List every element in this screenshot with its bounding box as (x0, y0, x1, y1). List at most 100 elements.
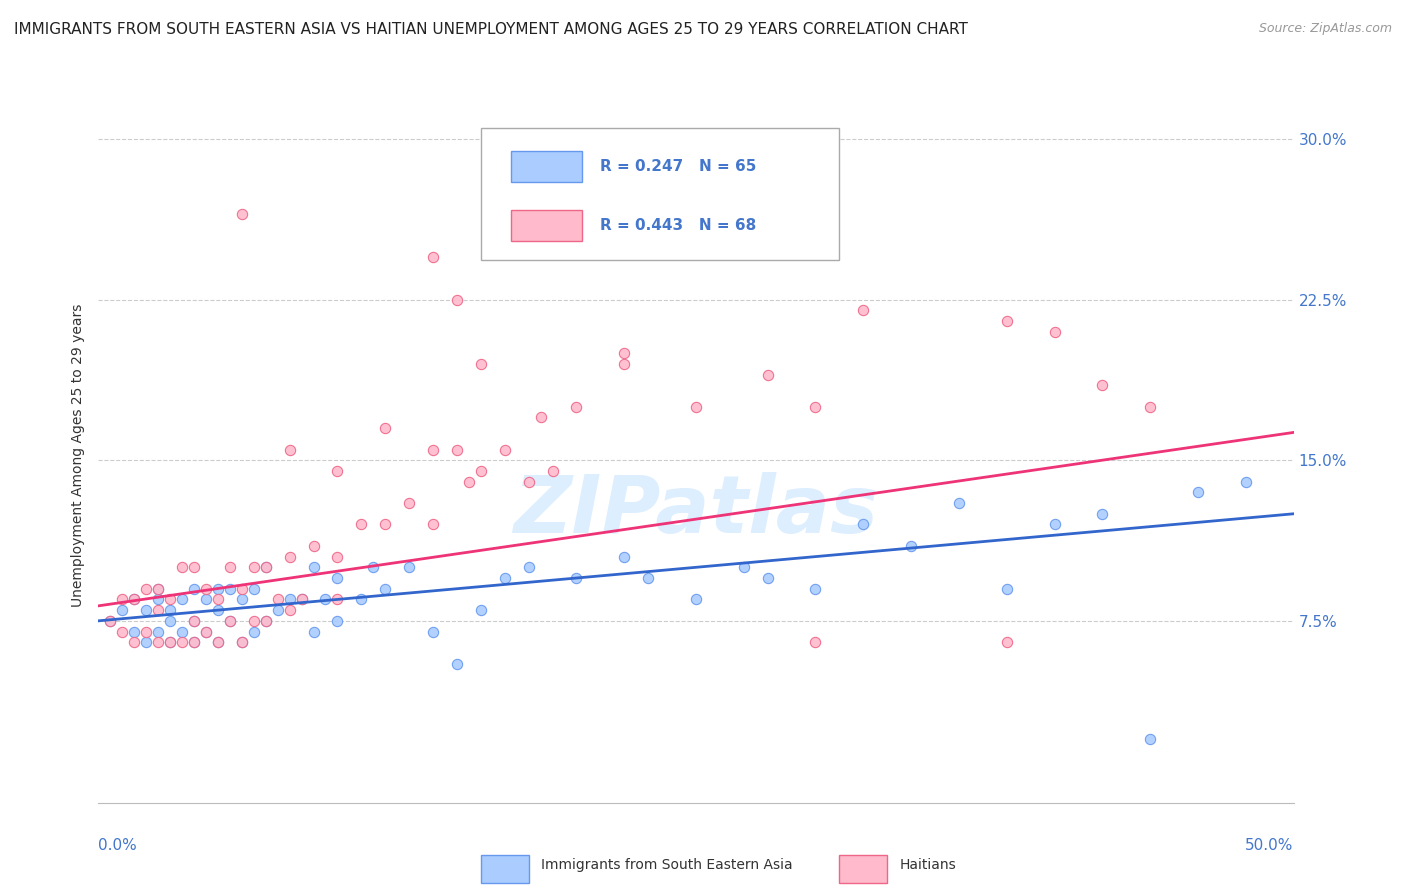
Point (422, 442, 444, 457)
Point (565, 571, 588, 585)
Point (98, 614, 122, 628)
Point (194, 592, 217, 607)
Point (422, 517, 444, 532)
Point (1187, 485, 1209, 500)
Point (172, 624, 194, 639)
Point (1139, 400, 1161, 414)
Point (613, 357, 636, 371)
Point (1043, 517, 1066, 532)
Bar (481, 855, 529, 883)
Point (124, 592, 146, 607)
Point (326, 592, 349, 607)
Text: Source: ZipAtlas.com: Source: ZipAtlas.com (1258, 22, 1392, 36)
Point (183, 614, 205, 628)
Point (458, 475, 481, 489)
Point (302, 624, 325, 639)
Point (290, 592, 312, 607)
Point (135, 582, 157, 596)
Point (852, 303, 875, 318)
Point (804, 635, 827, 649)
Point (254, 560, 277, 574)
Point (111, 624, 134, 639)
Point (1091, 378, 1114, 392)
Point (183, 560, 205, 574)
Point (302, 560, 325, 574)
Point (637, 571, 659, 585)
Point (470, 357, 492, 371)
Point (673, 143, 696, 157)
Point (243, 582, 266, 596)
Point (267, 603, 290, 617)
Point (995, 314, 1018, 328)
Point (148, 624, 170, 639)
Point (219, 582, 242, 596)
Point (194, 582, 217, 596)
Point (804, 582, 827, 596)
Point (278, 549, 301, 564)
Point (1234, 475, 1257, 489)
Point (278, 603, 301, 617)
Point (350, 517, 373, 532)
Point (398, 560, 420, 574)
Point (231, 582, 253, 596)
Point (278, 592, 301, 607)
Point (995, 635, 1018, 649)
Text: IMMIGRANTS FROM SOUTH EASTERN ASIA VS HAITIAN UNEMPLOYMENT AMONG AGES 25 TO 29 Y: IMMIGRANTS FROM SOUTH EASTERN ASIA VS HA… (14, 22, 967, 37)
Point (613, 549, 636, 564)
Point (1139, 731, 1161, 746)
Point (852, 517, 875, 532)
Point (422, 624, 444, 639)
Point (254, 560, 277, 574)
Point (374, 582, 396, 596)
Point (231, 592, 253, 607)
Point (446, 293, 468, 307)
Point (183, 582, 205, 596)
Y-axis label: Unemployment Among Ages 25 to 29 years: Unemployment Among Ages 25 to 29 years (70, 303, 84, 607)
Point (685, 400, 707, 414)
Point (219, 614, 242, 628)
Point (243, 624, 266, 639)
Point (148, 635, 170, 649)
Point (804, 400, 827, 414)
Point (565, 400, 588, 414)
Point (326, 464, 349, 478)
Point (900, 539, 922, 553)
Point (1091, 507, 1114, 521)
Point (207, 603, 229, 617)
Point (231, 635, 253, 649)
Point (374, 517, 396, 532)
Point (159, 603, 181, 617)
Text: R = 0.247   N = 65: R = 0.247 N = 65 (600, 159, 756, 174)
Point (159, 614, 181, 628)
Point (183, 635, 205, 649)
Point (254, 614, 277, 628)
Point (756, 368, 779, 382)
Point (290, 592, 312, 607)
Bar (510, 210, 582, 241)
Point (517, 475, 540, 489)
Point (172, 592, 194, 607)
Point (374, 421, 396, 435)
Point (207, 582, 229, 596)
Point (363, 560, 385, 574)
FancyBboxPatch shape (481, 128, 839, 260)
Text: 0.0%: 0.0% (98, 838, 138, 853)
Point (159, 635, 181, 649)
Text: Haitians: Haitians (900, 858, 956, 872)
Point (278, 442, 301, 457)
Text: ZIPatlas: ZIPatlas (513, 472, 879, 549)
Point (326, 549, 349, 564)
Point (756, 571, 779, 585)
Point (194, 624, 217, 639)
Point (135, 603, 157, 617)
Point (995, 582, 1018, 596)
Point (529, 410, 551, 425)
Point (159, 635, 181, 649)
Point (494, 571, 516, 585)
Point (470, 603, 492, 617)
Point (398, 496, 420, 510)
Bar (510, 151, 582, 182)
Point (613, 346, 636, 360)
Point (661, 228, 683, 243)
Point (98, 614, 122, 628)
